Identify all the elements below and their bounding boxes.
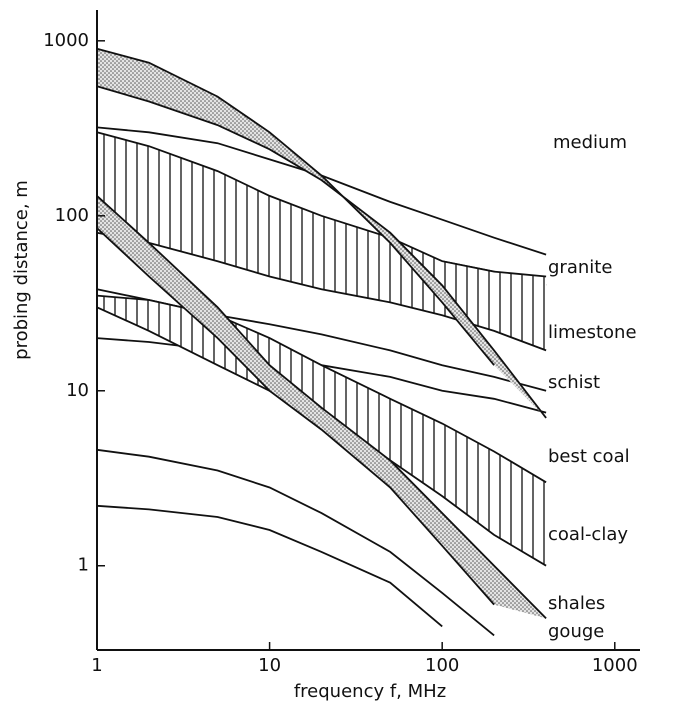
curve [96, 85, 547, 419]
curve [96, 231, 547, 352]
curve [96, 47, 495, 366]
series-label: gouge [548, 621, 604, 642]
x-tick-label: 1000 [592, 655, 638, 676]
curve [96, 448, 495, 637]
y-tick-label: 100 [55, 205, 89, 226]
band-fill [97, 48, 547, 418]
curve [96, 504, 443, 628]
x-tick-label: 100 [425, 655, 459, 676]
curve [96, 131, 547, 278]
x-tick-label: 10 [258, 655, 281, 676]
series-label: schist [548, 372, 600, 393]
y-axis-label: probing distance, m [11, 180, 32, 360]
series-label: best coal [548, 446, 630, 467]
y-tick-label: 1000 [43, 30, 89, 51]
band-fill [97, 132, 547, 351]
annotation: medium [553, 132, 627, 153]
y-tick-label: 1 [78, 555, 89, 576]
curve [96, 227, 495, 606]
series-label: shales [548, 593, 605, 614]
y-tick-label: 10 [66, 380, 89, 401]
series-label: limestone [548, 322, 637, 343]
x-axis-label: frequency f, MHz [294, 681, 446, 702]
x-tick-label: 1 [91, 655, 102, 676]
curve [96, 195, 547, 620]
band-fill [97, 195, 547, 619]
series-label: coal-clay [548, 524, 628, 545]
series-label: granite [548, 257, 612, 278]
curve [96, 294, 547, 484]
